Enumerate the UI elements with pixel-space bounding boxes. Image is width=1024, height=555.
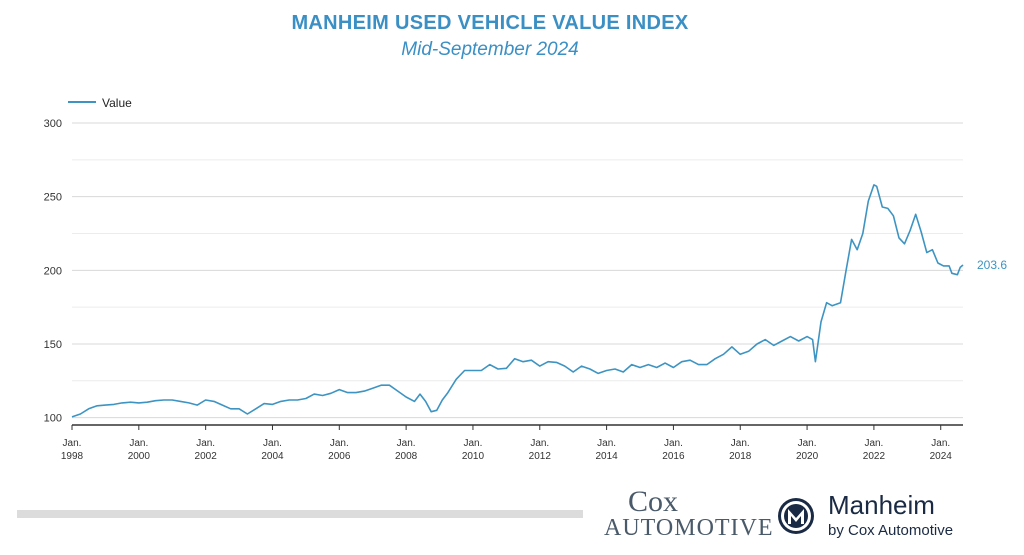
x-tick-label-year: 2018 [729, 451, 752, 462]
x-tick-label-month: Jan. [597, 438, 616, 449]
x-tick-label-month: Jan. [731, 438, 750, 449]
end-value-label: 203.6 [977, 258, 1007, 272]
x-tick-label-month: Jan. [864, 438, 883, 449]
x-tick-label-year: 2008 [395, 451, 418, 462]
chart-title: MANHEIM USED VEHICLE VALUE INDEX [291, 12, 689, 34]
manheim-tagline: by Cox Automotive [828, 522, 954, 539]
x-tick-label-year: 1998 [61, 451, 84, 462]
legend: Value [68, 96, 132, 110]
x-tick-label-year: 2024 [930, 451, 953, 462]
x-tick-label-year: 2006 [328, 451, 351, 462]
y-tick-label: 200 [44, 265, 62, 277]
x-tick-label-year: 2014 [595, 451, 618, 462]
x-tick-label-year: 2012 [529, 451, 552, 462]
x-tick-label-year: 2020 [796, 451, 819, 462]
x-tick-label-month: Jan. [196, 438, 215, 449]
y-tick-label: 100 [44, 413, 62, 425]
manheim-name: Manheim [828, 490, 935, 520]
x-tick-label-year: 2002 [195, 451, 218, 462]
series-line-value [71, 184, 964, 418]
grid-lines [72, 122, 963, 419]
x-tick-label-year: 2004 [261, 451, 284, 462]
y-axis: 100 150 200 250 300 [44, 118, 62, 425]
x-axis: Jan. 1998 Jan. 2000 Jan. 2002 Jan. 2004 Jan. 2006… [61, 424, 963, 462]
x-tick-label-year: 2010 [462, 451, 485, 462]
x-tick-label-month: Jan. [263, 438, 282, 449]
legend-label: Value [102, 96, 132, 110]
x-tick-label-year: 2000 [128, 451, 151, 462]
footer-bar [17, 510, 583, 518]
x-tick-label-year: 2016 [662, 451, 685, 462]
x-tick-label-month: Jan. [931, 438, 950, 449]
manheim-wordmark: Manheim by Cox Automotive [828, 490, 953, 540]
x-tick-label-month: Jan. [397, 438, 416, 449]
x-tick-label-month: Jan. [330, 438, 349, 449]
cox-logo-line1: Cox [628, 485, 679, 518]
x-tick-label-month: Jan. [463, 438, 482, 449]
x-tick-label-year: 2022 [863, 451, 886, 462]
x-tick-label-month: Jan. [664, 438, 683, 449]
y-tick-label: 150 [44, 339, 62, 351]
x-tick-label-month: Jan. [129, 438, 148, 449]
manheim-logo-icon [778, 498, 814, 534]
x-tick-label-month: Jan. [798, 438, 817, 449]
series-layer [71, 184, 964, 418]
x-tick-label-month: Jan. [63, 438, 82, 449]
chart-subtitle: Mid-September 2024 [401, 39, 579, 60]
y-tick-label: 250 [44, 192, 62, 204]
cox-logo-line2: AUTOMOTIVE [604, 515, 774, 541]
y-tick-label: 300 [44, 118, 62, 130]
x-tick-label-month: Jan. [530, 438, 549, 449]
